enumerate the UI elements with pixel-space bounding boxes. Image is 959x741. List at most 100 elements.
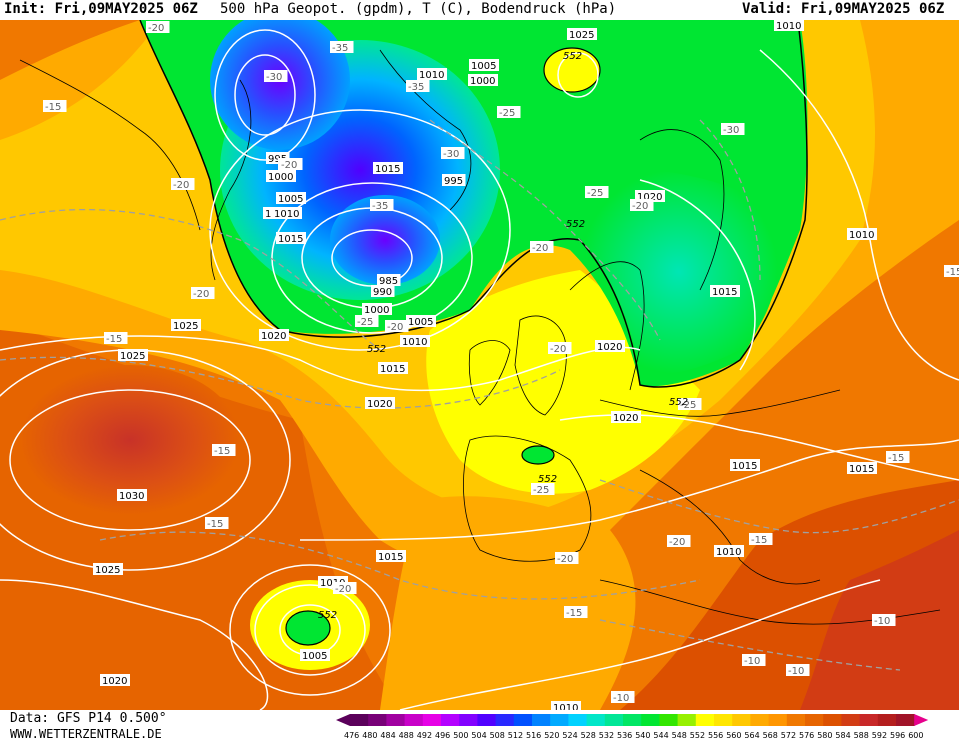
scale-swatch — [350, 714, 369, 726]
svg-text:1010: 1010 — [776, 21, 801, 32]
france-cold-spot — [522, 446, 554, 464]
temperature-label: -20 — [191, 287, 215, 300]
temperature-label: -35 — [370, 199, 394, 212]
svg-text:552: 552 — [538, 474, 557, 485]
svg-text:-15: -15 — [106, 334, 122, 345]
svg-text:552: 552 — [367, 344, 386, 355]
pressure-label: 1005 — [276, 192, 306, 205]
pressure-label: 1015 — [276, 232, 306, 245]
scale-swatch — [732, 714, 751, 726]
svg-text:1010: 1010 — [716, 547, 741, 558]
pressure-label: 1025 — [118, 349, 148, 362]
scale-value: 508 — [490, 731, 505, 740]
svg-text:1010: 1010 — [402, 337, 427, 348]
scale-value: 556 — [708, 731, 723, 740]
svg-text:-25: -25 — [357, 317, 373, 328]
scale-swatch — [841, 714, 861, 726]
svg-text:1025: 1025 — [95, 565, 120, 576]
svg-text:1015: 1015 — [849, 464, 874, 475]
temperature-label: -25 — [678, 398, 702, 411]
temperature-label: -30 — [441, 147, 465, 160]
temperature-label: -20 — [333, 582, 357, 595]
svg-text:1000: 1000 — [364, 305, 389, 316]
scale-swatch — [459, 714, 478, 726]
scale-swatch — [641, 714, 660, 726]
scale-swatch — [586, 714, 606, 726]
scale-value: 576 — [799, 731, 814, 740]
scale-value: 488 — [399, 731, 414, 740]
pressure-label: 1020 — [259, 329, 289, 342]
scale-value: 584 — [835, 731, 850, 740]
temperature-label: -20 — [667, 535, 691, 548]
temperature-label: -15 — [104, 332, 128, 345]
svg-text:-20: -20 — [632, 201, 648, 212]
scale-value: 504 — [471, 731, 486, 740]
pressure-label: 1015 — [376, 550, 406, 563]
svg-text:1030: 1030 — [119, 491, 144, 502]
scandinavia-trough — [580, 169, 778, 374]
svg-text:1010: 1010 — [419, 70, 444, 81]
temperature-label: -25 — [585, 186, 609, 199]
scale-swatch — [386, 714, 406, 726]
svg-text:1000: 1000 — [470, 76, 495, 87]
pressure-label: 1010 — [714, 545, 744, 558]
temperature-label: -10 — [611, 691, 635, 704]
scale-value: 580 — [817, 731, 832, 740]
scale-swatch — [659, 714, 679, 726]
svg-text:552: 552 — [563, 51, 582, 62]
svg-text:1020: 1020 — [261, 331, 286, 342]
svg-text:1015: 1015 — [380, 364, 405, 375]
svg-text:1015: 1015 — [732, 461, 757, 472]
scale-swatch — [695, 714, 715, 726]
svg-text:552: 552 — [318, 610, 337, 621]
svg-text:995: 995 — [444, 176, 463, 187]
svg-text:995: 995 — [268, 154, 287, 165]
svg-text:-15: -15 — [207, 519, 223, 530]
scale-swatch — [568, 714, 588, 726]
scale-swatch — [550, 714, 569, 726]
svg-text:1015: 1015 — [712, 287, 737, 298]
scale-value: 572 — [781, 731, 796, 740]
scale-value: 520 — [544, 731, 559, 740]
scale-value: 496 — [435, 731, 450, 740]
pressure-label: 1025 — [171, 319, 201, 332]
temperature-label: -30 — [264, 70, 288, 83]
temperature-label: -15 — [749, 533, 773, 546]
pressure-label: 1020 — [365, 397, 395, 410]
scale-swatch — [859, 714, 879, 726]
map-footer: Data: GFS P14 0.500° WWW.WETTERZENTRALE.… — [0, 710, 959, 741]
temperature-label: -30 — [721, 123, 745, 136]
scale-swatch — [495, 714, 515, 726]
geopotential-552-arctic — [543, 47, 601, 93]
scale-value: 524 — [562, 731, 577, 740]
valid-time-label: Valid: Fri,09MAY2025 06Z — [742, 1, 945, 17]
svg-text:-25: -25 — [499, 108, 515, 119]
temperature-isotherms — [0, 119, 959, 671]
svg-text:-35: -35 — [372, 201, 388, 212]
svg-text:-20: -20 — [335, 584, 351, 595]
data-source-label: Data: GFS P14 0.500° — [10, 711, 167, 726]
geopotential-labels: 552 552 552 552 552 552 — [318, 51, 688, 621]
scale-swatch — [877, 714, 897, 726]
temperature-label: -20 — [279, 158, 303, 171]
svg-text:1010: 1010 — [553, 703, 578, 710]
svg-text:-15: -15 — [751, 535, 767, 546]
svg-text:1020: 1020 — [597, 342, 622, 353]
pressure-label: 1015 — [847, 462, 877, 475]
azores-high-core — [20, 365, 240, 515]
svg-text:1010: 1010 — [320, 578, 345, 589]
temperature-label: -25 — [355, 315, 379, 328]
temperature-label: -10 — [786, 664, 810, 677]
scale-value: 588 — [854, 731, 869, 740]
scale-value: 492 — [417, 731, 432, 740]
pressure-label: 1025 — [93, 563, 123, 576]
pressure-label: 1020 — [611, 411, 641, 424]
pressure-label: 1015 — [710, 285, 740, 298]
svg-text:1020: 1020 — [613, 413, 638, 424]
scale-swatch — [623, 714, 642, 726]
svg-text:-25: -25 — [587, 188, 603, 199]
scale-value: 476 — [344, 731, 359, 740]
weather-map: 1025 1010 1010 1005 1000 1015 995 995 1000 1005 10… — [0, 20, 959, 710]
svg-text:-30: -30 — [443, 149, 459, 160]
cutoff-low-core — [286, 611, 330, 645]
